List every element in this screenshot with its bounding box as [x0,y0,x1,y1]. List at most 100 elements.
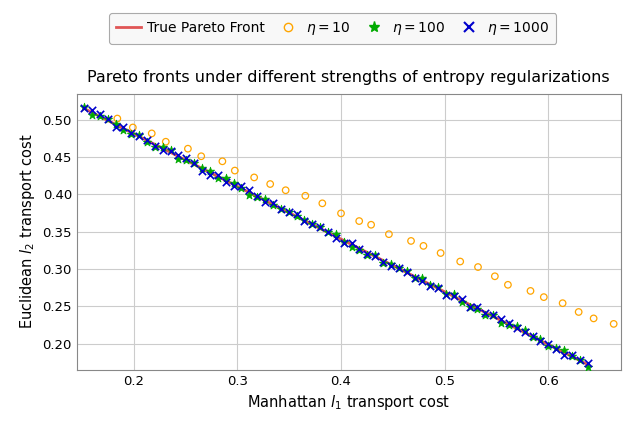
Point [284,208,294,215]
Point [112,115,122,122]
Point [126,130,136,136]
Point [284,208,294,215]
Point [362,252,372,258]
Point [496,315,506,322]
Point [520,326,530,333]
Point [315,224,325,231]
Point [87,107,97,113]
Point [126,131,136,138]
Point [157,146,168,153]
Point [307,221,317,227]
Point [102,116,113,122]
Point [455,258,465,265]
Point [79,103,89,110]
Point [173,156,184,163]
Point [228,182,239,189]
Point [95,112,105,119]
Point [449,291,459,298]
Point [488,311,499,318]
Point [205,168,215,175]
Point [291,213,301,220]
Point [496,319,506,326]
Point [366,221,376,228]
Point [512,323,522,329]
Point [425,283,435,289]
Point [291,211,301,218]
Point [559,352,569,359]
Point [557,300,568,306]
Point [425,282,435,289]
Point [417,278,428,284]
Point [276,205,286,212]
Point [535,335,545,342]
Point [102,115,113,122]
Point [575,357,585,363]
Point [582,364,593,371]
Point [315,223,325,230]
Point [221,178,231,185]
Point [331,235,341,241]
Point [480,310,490,317]
Point [197,164,207,171]
Point [118,124,129,131]
Point [386,262,396,269]
Point [512,325,522,332]
Point [539,294,549,300]
Point [394,265,404,272]
Point [504,322,514,329]
Point [228,180,239,187]
Title: Pareto fronts under different strengths of entropy regularizations: Pareto fronts under different strengths … [88,71,610,85]
Point [236,185,246,192]
Point [410,275,420,282]
Point [183,145,193,152]
Point [189,159,199,166]
Point [488,312,499,318]
Point [401,267,412,274]
Legend: True Pareto Front, $\eta = 10$, $\eta = 100$, $\eta = 1000$: True Pareto Front, $\eta = 10$, $\eta = … [109,13,556,44]
Point [300,193,310,199]
Point [147,130,157,137]
Point [268,199,278,206]
Point [525,288,536,295]
Point [567,352,577,359]
Point [433,285,444,292]
Point [573,309,584,315]
Point [559,347,569,354]
Point [433,283,444,290]
Point [609,320,619,327]
Point [268,201,278,208]
Point [300,217,310,224]
Point [589,315,599,322]
Y-axis label: Euclidean $l_2$ transport cost: Euclidean $l_2$ transport cost [18,134,37,329]
Point [134,133,144,140]
Point [260,199,270,206]
Point [503,281,513,288]
Point [111,121,121,128]
Point [551,345,561,351]
Point [212,174,223,181]
Point [527,333,538,340]
Point [410,274,420,281]
Point [134,131,144,138]
Point [205,171,215,178]
Point [95,110,105,117]
Point [465,303,475,310]
Point [150,143,160,150]
Point [87,112,97,119]
Point [386,261,396,267]
Point [236,183,246,190]
Point [317,200,328,207]
Point [354,218,364,224]
Point [435,249,445,256]
Point [323,229,333,236]
Point [249,174,259,181]
Point [331,231,341,238]
Point [265,181,275,187]
Point [543,341,554,348]
Point [567,353,577,360]
Point [217,158,227,165]
Point [355,245,365,252]
Point [504,320,514,326]
Point [582,360,593,366]
Point [543,343,554,349]
